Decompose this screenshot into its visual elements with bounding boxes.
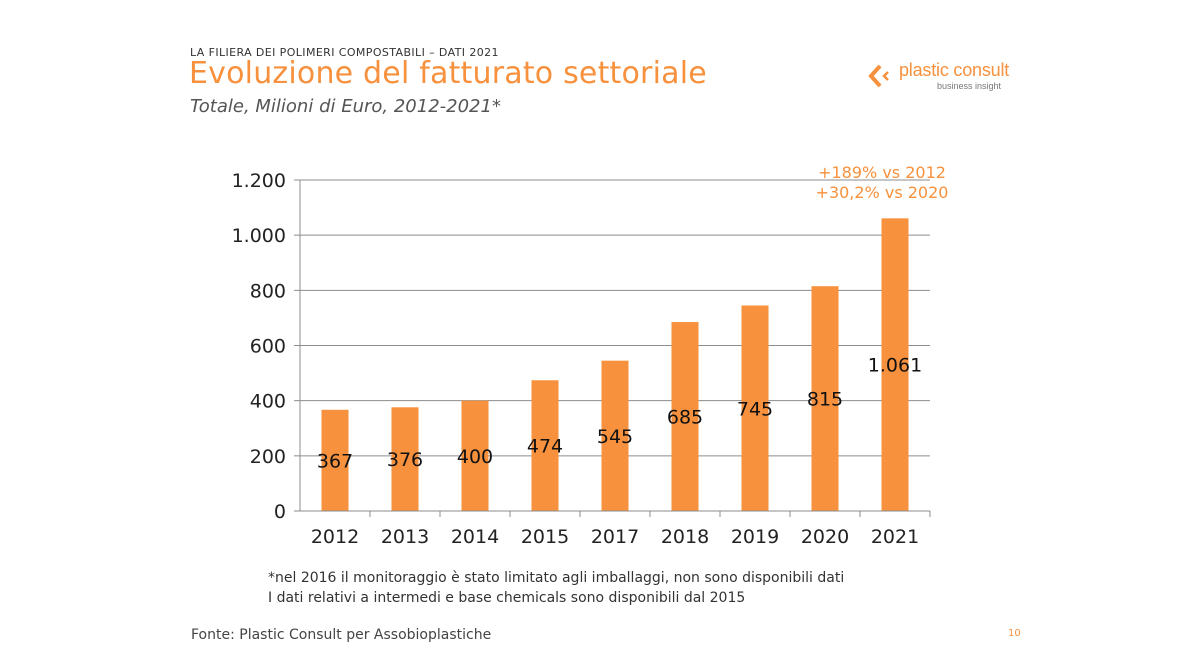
bar-2019 — [741, 305, 769, 511]
bars — [321, 218, 909, 512]
y-tick-label: 1.000 — [232, 225, 286, 247]
data-label: 474 — [527, 436, 563, 458]
bar-2021 — [881, 218, 909, 512]
plastic-consult-logo: plastic consult business insight — [866, 58, 1026, 94]
x-tick-label: 2021 — [871, 526, 919, 548]
growth-annotation: +189% vs 2012 — [818, 163, 946, 182]
x-tick-label: 2017 — [591, 526, 639, 548]
x-tick-label: 2018 — [661, 526, 709, 548]
bar-2015 — [531, 380, 559, 511]
y-tick-label: 400 — [250, 391, 286, 413]
y-tick-label: 600 — [250, 336, 286, 358]
y-tick-label: 0 — [274, 501, 286, 523]
bar-2014 — [461, 400, 489, 511]
bar-2020 — [811, 286, 839, 511]
x-tick-label: 2020 — [801, 526, 849, 548]
data-label: 400 — [457, 446, 493, 468]
data-label: 545 — [597, 426, 633, 448]
bar-2012 — [321, 409, 349, 511]
data-label: 815 — [807, 389, 843, 411]
supertitle: LA FILIERA DEI POLIMERI COMPOSTABILI – D… — [190, 46, 499, 59]
bar-2018 — [671, 322, 699, 511]
footnote-1: *nel 2016 il monitoraggio è stato limita… — [268, 570, 845, 586]
data-label: 1.061 — [868, 355, 922, 377]
axes — [299, 180, 931, 517]
bar-2013 — [391, 407, 419, 511]
page-number: 10 — [1008, 628, 1021, 639]
x-tick-label: 2015 — [521, 526, 569, 548]
x-tick-label: 2013 — [381, 526, 429, 548]
growth-annotation: +30,2% vs 2020 — [816, 183, 949, 202]
data-label: 367 — [317, 450, 353, 472]
x-tick-label: 2012 — [311, 526, 359, 548]
labels: 0 200 400 600 800 1.000 1.200 2012 367 2013 376 201… — [232, 163, 949, 548]
logo-tagline: business insight — [937, 81, 1002, 91]
x-tick-label: 2019 — [731, 526, 779, 548]
bar-2017 — [601, 360, 629, 511]
footnote-2: I dati relativi a intermedi e base chemi… — [268, 590, 746, 606]
y-tick-label: 200 — [250, 446, 286, 468]
data-label: 376 — [387, 449, 423, 471]
data-label: 745 — [737, 398, 773, 420]
page-subtitle: Totale, Milioni di Euro, 2012-2021* — [190, 96, 501, 117]
y-tick-label: 800 — [250, 280, 286, 302]
page-title: Evoluzione del fatturato settoriale — [189, 56, 707, 91]
x-tick-label: 2014 — [451, 526, 499, 548]
data-label: 685 — [667, 407, 703, 429]
source-note: Fonte: Plastic Consult per Assobioplasti… — [191, 627, 492, 643]
y-tick-label: 1.200 — [232, 170, 286, 192]
logo-name: plastic consult — [899, 60, 1010, 80]
chevron-left-icon — [868, 64, 889, 88]
